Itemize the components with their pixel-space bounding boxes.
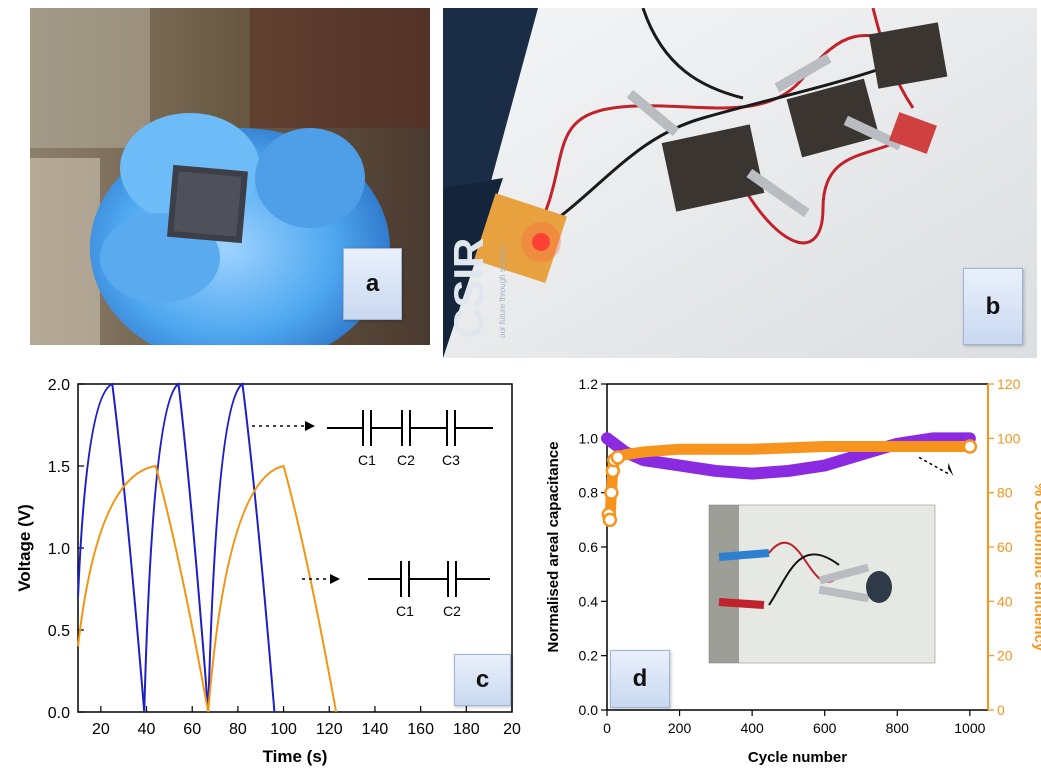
- y2-axis-title: % Coulombic efficiency: [1031, 483, 1041, 652]
- x-tick-label: 800: [886, 720, 910, 736]
- y2-tick-label: 120: [997, 376, 1021, 392]
- y-tick-label: 1.5: [48, 459, 70, 476]
- y2-tick-label: 40: [997, 593, 1013, 609]
- y-tick-label: 1.0: [48, 541, 70, 558]
- y-tick-label: 0.5: [48, 623, 70, 640]
- panel-d-chart: 0.0 0.2 0.4 0.6 0.8 1.0 1.2 0 20 40 60 80 100 120 0 200…: [540, 372, 1041, 775]
- panel-b-label: b: [963, 268, 1023, 345]
- x-tick-label: 20: [92, 721, 110, 738]
- x-axis-title: Cycle number: [748, 749, 847, 766]
- efficiency-point: [604, 485, 619, 500]
- series-blue-line: [77, 382, 276, 713]
- x-tick-label: 20: [503, 721, 521, 738]
- inset-probe-blue: [718, 549, 770, 561]
- y-tick-label: 1.2: [579, 376, 599, 392]
- arrow-to-inset: [918, 456, 949, 475]
- efficiency-point: [610, 450, 626, 465]
- inset-photo-shadow: [709, 505, 739, 663]
- y-tick-label: 0.0: [579, 702, 599, 718]
- x-tick-label: 200: [668, 720, 692, 736]
- y-tick-label: 0.6: [579, 539, 599, 555]
- panel-a-photo: a: [30, 8, 430, 345]
- circuit-top-cap-label: C3: [442, 452, 460, 468]
- y2-tick-label: 100: [997, 430, 1021, 446]
- series-orange-line: [77, 464, 338, 713]
- y-tick-label: 0.4: [579, 593, 599, 609]
- board-logo-text: CSIR: [445, 238, 492, 338]
- y-tick-label: 1.0: [579, 430, 599, 446]
- x-tick-label: 0: [603, 720, 611, 736]
- arrow-to-inset-head: [948, 462, 954, 477]
- y-tick-label: 2.0: [48, 377, 70, 394]
- panel-a-label: a: [343, 248, 402, 320]
- inset-clip: [818, 563, 870, 585]
- y-axis-title: Normalised areal capacitance: [545, 442, 562, 653]
- circuit-bottom-cap-label: C1: [396, 603, 414, 619]
- x-tick-label: 100: [270, 721, 297, 738]
- panel-c-chart: 0.0 0.5 1.0 1.5 2.0 20 40 60 80 100 120 140 160 180 20…: [0, 372, 530, 775]
- y-tick-label: 0.2: [579, 648, 599, 664]
- y2-tick-label: 20: [997, 648, 1013, 664]
- arrow-bottom-head: [330, 574, 340, 584]
- photo-device-led: CSIR our future through science: [443, 8, 1037, 358]
- x-tick-label: 40: [138, 721, 156, 738]
- inset-device: [866, 571, 892, 603]
- circuit-top-cap-label: C2: [397, 452, 415, 468]
- x-tick-label: 180: [453, 721, 480, 738]
- circuit-top-cap-label: C1: [358, 452, 376, 468]
- x-tick-label: 1000: [954, 720, 985, 736]
- y-axis-title: Voltage (V): [15, 504, 34, 592]
- x-tick-label: 400: [740, 720, 764, 736]
- y2-tick-label: 60: [997, 539, 1013, 555]
- x-axis-title: Time (s): [263, 747, 328, 766]
- efficiency-point: [962, 439, 978, 454]
- inset-wire-black: [768, 553, 840, 606]
- arrow-top-head: [305, 421, 315, 431]
- x-tick-label: 80: [229, 721, 247, 738]
- x-tick-label: 120: [316, 721, 343, 738]
- panel-b-photo: CSIR our future through science b: [443, 8, 1037, 358]
- x-tick-label: 140: [362, 721, 389, 738]
- circuit-bottom-cap-label: C2: [443, 603, 461, 619]
- panel-d-label: d: [610, 650, 670, 708]
- efficiency-point: [602, 512, 618, 528]
- x-tick-label: 60: [183, 721, 201, 738]
- cycling-chart: 0.0 0.2 0.4 0.6 0.8 1.0 1.2 0 20 40 60 80 100 120 0 200…: [545, 376, 1041, 766]
- y2-tick-label: 0: [997, 702, 1005, 718]
- y-tick-label: 0.8: [579, 485, 599, 501]
- panel-c-label: c: [454, 654, 511, 706]
- x-tick-label: 600: [813, 720, 837, 736]
- y-tick-label: 0.0: [48, 705, 70, 722]
- inset-clip: [818, 585, 870, 603]
- photo-glove-electrode: [30, 8, 430, 345]
- gcd-chart: 0.0 0.5 1.0 1.5 2.0 20 40 60 80 100 120 140 160 180 20…: [15, 377, 521, 766]
- y2-tick-label: 80: [997, 485, 1013, 501]
- x-tick-label: 160: [407, 721, 434, 738]
- board-logo-subtext: our future through science: [498, 245, 507, 338]
- inset-probe-red: [718, 598, 765, 609]
